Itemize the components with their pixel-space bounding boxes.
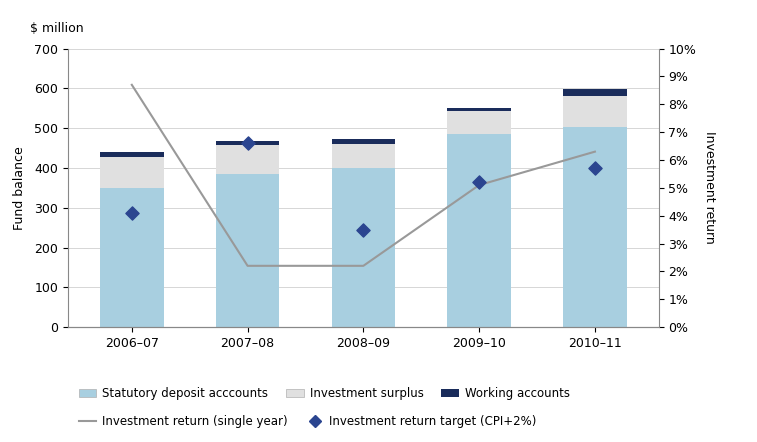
Bar [447,111,511,134]
Point [473,179,485,186]
Bar [216,174,279,327]
Point [357,226,369,233]
Y-axis label: Fund balance: Fund balance [13,146,26,230]
Bar [563,127,627,327]
Legend: Investment return (single year), Investment return target (CPI+2%): Investment return (single year), Investm… [74,410,541,433]
Bar [216,145,279,174]
Bar [216,141,279,145]
Bar [563,89,627,96]
Bar [332,139,395,144]
Point [241,140,254,147]
Bar [447,134,511,327]
Y-axis label: Investment return: Investment return [702,131,715,244]
Bar [100,188,164,327]
Bar [100,152,164,157]
Bar [447,108,511,111]
Bar [563,96,627,127]
Bar [332,144,395,168]
Point [589,165,601,172]
Bar [332,168,395,327]
Bar [100,157,164,188]
Point [126,210,138,217]
Text: $ million: $ million [30,22,83,34]
